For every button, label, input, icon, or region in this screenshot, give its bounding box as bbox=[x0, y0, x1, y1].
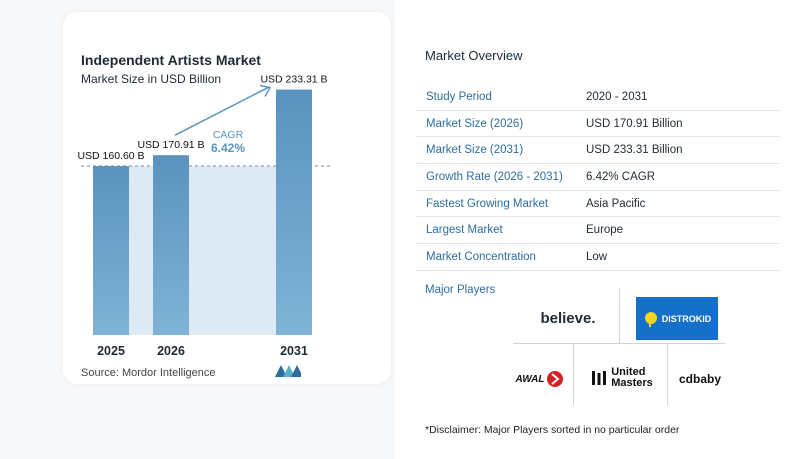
overview-panel: Market Overview Study Period 2020 - 2031 M… bbox=[395, 0, 800, 459]
divider bbox=[513, 343, 607, 344]
overview-row: Market Size (2031) USD 233.31 Billion bbox=[416, 137, 780, 165]
bar bbox=[153, 155, 189, 335]
overview-key: Largest Market bbox=[426, 224, 503, 237]
overview-key: Market Size (2026) bbox=[426, 117, 524, 130]
distrokid-logo: DISTROKID bbox=[636, 297, 718, 340]
united-masters-logo: United Masters bbox=[581, 360, 663, 396]
united-masters-bars-icon bbox=[592, 371, 607, 385]
cagr-value: 6.42% bbox=[211, 141, 245, 155]
overview-row: Growth Rate (2026 - 2031) 6.42% CAGR bbox=[416, 164, 780, 191]
overview-table: Study Period 2020 - 2031 Market Size (2026… bbox=[416, 84, 780, 271]
overview-value: USD 170.91 Billion bbox=[586, 117, 683, 130]
chart-subtitle: Market Size in USD Billion bbox=[81, 72, 222, 86]
bar-chart: USD 160.60 B 2025 USD 170.91 B 2026 USD 233.… bbox=[77, 74, 331, 358]
overview-value: 2020 - 2031 bbox=[586, 90, 648, 103]
overview-row: Fastest Growing Market Asia Pacific bbox=[416, 191, 780, 218]
overview-value: USD 233.31 Billion bbox=[586, 144, 683, 157]
x-tick-label: 2025 bbox=[97, 344, 125, 358]
overview-key: Study Period bbox=[426, 90, 492, 103]
overview-key: Market Concentration bbox=[426, 250, 536, 263]
cagr-arrow bbox=[174, 86, 269, 136]
overview-title: Market Overview bbox=[425, 48, 523, 63]
overview-value: 6.42% CAGR bbox=[586, 170, 656, 183]
divider bbox=[619, 288, 620, 344]
disclaimer-text: *Disclaimer: Major Players sorted in no … bbox=[425, 424, 680, 436]
cdbaby-logo: cdbaby bbox=[671, 366, 729, 392]
x-tick-label: 2031 bbox=[280, 344, 308, 358]
united-masters-text-2: Masters bbox=[611, 377, 653, 389]
mordor-logo-icon bbox=[275, 365, 301, 377]
overview-value: Low bbox=[586, 250, 608, 263]
overview-row: Study Period 2020 - 2031 bbox=[416, 84, 780, 111]
x-tick-label: 2026 bbox=[157, 344, 185, 358]
divider bbox=[667, 343, 725, 344]
bar-value-label: USD 233.31 B bbox=[260, 74, 327, 86]
overview-row: Market Concentration Low bbox=[416, 244, 780, 271]
cagr-label: CAGR bbox=[213, 129, 244, 141]
divider bbox=[573, 343, 668, 344]
bar-value-label: USD 170.91 B bbox=[137, 139, 204, 151]
chart-title: Independent Artists Market bbox=[81, 52, 261, 68]
believe-logo-text: believe. bbox=[540, 309, 596, 327]
players-title: Major Players bbox=[425, 284, 496, 296]
source-text: Source: Mordor Intelligence bbox=[81, 367, 216, 379]
overview-row: Market Size (2026) USD 170.91 Billion bbox=[416, 111, 780, 138]
overview-key: Growth Rate (2026 - 2031) bbox=[426, 170, 563, 183]
overview-key: Fastest Growing Market bbox=[426, 197, 549, 210]
bar-value-label: USD 160.60 B bbox=[77, 150, 144, 162]
sony-circle-icon bbox=[547, 371, 564, 387]
divider bbox=[667, 343, 668, 405]
awal-logo: AWAL bbox=[513, 364, 567, 394]
overview-value: Asia Pacific bbox=[586, 197, 646, 210]
chart-card: Independent Artists Market Market Size i… bbox=[63, 12, 391, 384]
awal-logo-text: AWAL bbox=[515, 373, 545, 385]
overview-key: Market Size (2031) bbox=[426, 144, 524, 157]
cdbaby-logo-text: cdbaby bbox=[678, 372, 721, 386]
overview-row: Largest Market Europe bbox=[416, 217, 780, 245]
distrokid-logo-text: DISTROKID bbox=[661, 313, 712, 324]
believe-logo: believe. bbox=[523, 300, 613, 336]
baseline-band bbox=[93, 166, 312, 335]
overview-value: Europe bbox=[586, 224, 624, 237]
bar bbox=[276, 89, 312, 335]
distrokid-bird-icon bbox=[644, 311, 657, 327]
cagr-arrowhead bbox=[259, 84, 272, 97]
divider bbox=[573, 343, 574, 405]
bar bbox=[93, 166, 129, 335]
united-masters-text-1: United bbox=[611, 366, 646, 378]
